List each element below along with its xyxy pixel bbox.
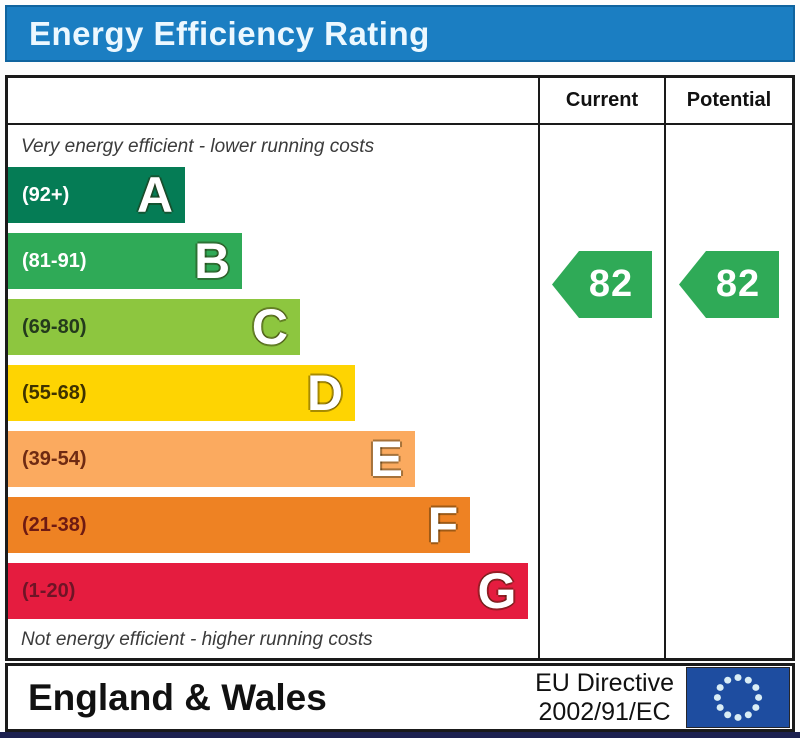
epc-band-b: (81-91) B [8, 233, 243, 289]
eu-directive-line2: 2002/91/EC [538, 697, 671, 726]
epc-band-a: (92+) A [8, 167, 186, 223]
page-title: Energy Efficiency Rating [29, 14, 430, 52]
eu-directive-label: EU Directive 2002/91/EC [535, 669, 674, 727]
potential-rating-value: 82 [715, 263, 761, 305]
potential-rating-arrow: 82 [679, 251, 779, 318]
current-column-header: Current [538, 78, 664, 123]
table-body-row: Very energy efficient - lower running co… [8, 125, 792, 658]
bottom-caption: Not energy efficient - higher running co… [21, 629, 373, 650]
band-range-label: (1-20) [22, 579, 76, 602]
band-range-label: (92+) [22, 183, 70, 206]
top-caption: Very energy efficient - lower running co… [21, 136, 375, 157]
band-letter: D [307, 365, 344, 421]
band-letter: B [194, 233, 231, 289]
band-letter: G [477, 563, 517, 619]
table-header-row: Current Potential [8, 78, 792, 125]
region-label: England & Wales [28, 676, 327, 718]
current-value-cell: 82 [538, 125, 664, 658]
rating-table: Current Potential Very energy efficient … [5, 75, 795, 661]
epc-bands: (92+) A (81-91) B (69-80) C (55-68) D (39-54) E (2… [8, 167, 538, 619]
band-range-label: (69-80) [22, 315, 87, 338]
band-range-label: (39-54) [22, 447, 87, 470]
epc-band-c: (69-80) C [8, 299, 301, 355]
band-letter: C [251, 299, 289, 355]
eu-flag-icon [686, 667, 790, 728]
epc-band-d: (55-68) D [8, 365, 356, 421]
epc-band-g: (1-20) G [8, 563, 529, 619]
band-range-label: (21-38) [22, 513, 87, 536]
band-letter: A [136, 167, 174, 223]
eu-directive-line1: EU Directive [535, 668, 674, 697]
current-rating-value: 82 [588, 263, 634, 305]
band-range-label: (81-91) [22, 249, 87, 272]
band-letter: E [369, 431, 404, 487]
band-letter: F [427, 497, 459, 553]
bottom-border-strip [0, 732, 800, 738]
epc-band-f: (21-38) F [8, 497, 471, 553]
bands-area: Very energy efficient - lower running co… [8, 125, 538, 658]
epc-band-e: (39-54) E [8, 431, 416, 487]
potential-value-cell: 82 [664, 125, 792, 658]
footer-bar: England & Wales EU Directive 2002/91/EC [5, 663, 795, 732]
potential-column-header: Potential [664, 78, 792, 123]
current-rating-arrow: 82 [552, 251, 652, 318]
chart-header-spacer [8, 78, 538, 123]
band-range-label: (55-68) [22, 381, 87, 404]
title-bar: Energy Efficiency Rating [5, 5, 795, 62]
